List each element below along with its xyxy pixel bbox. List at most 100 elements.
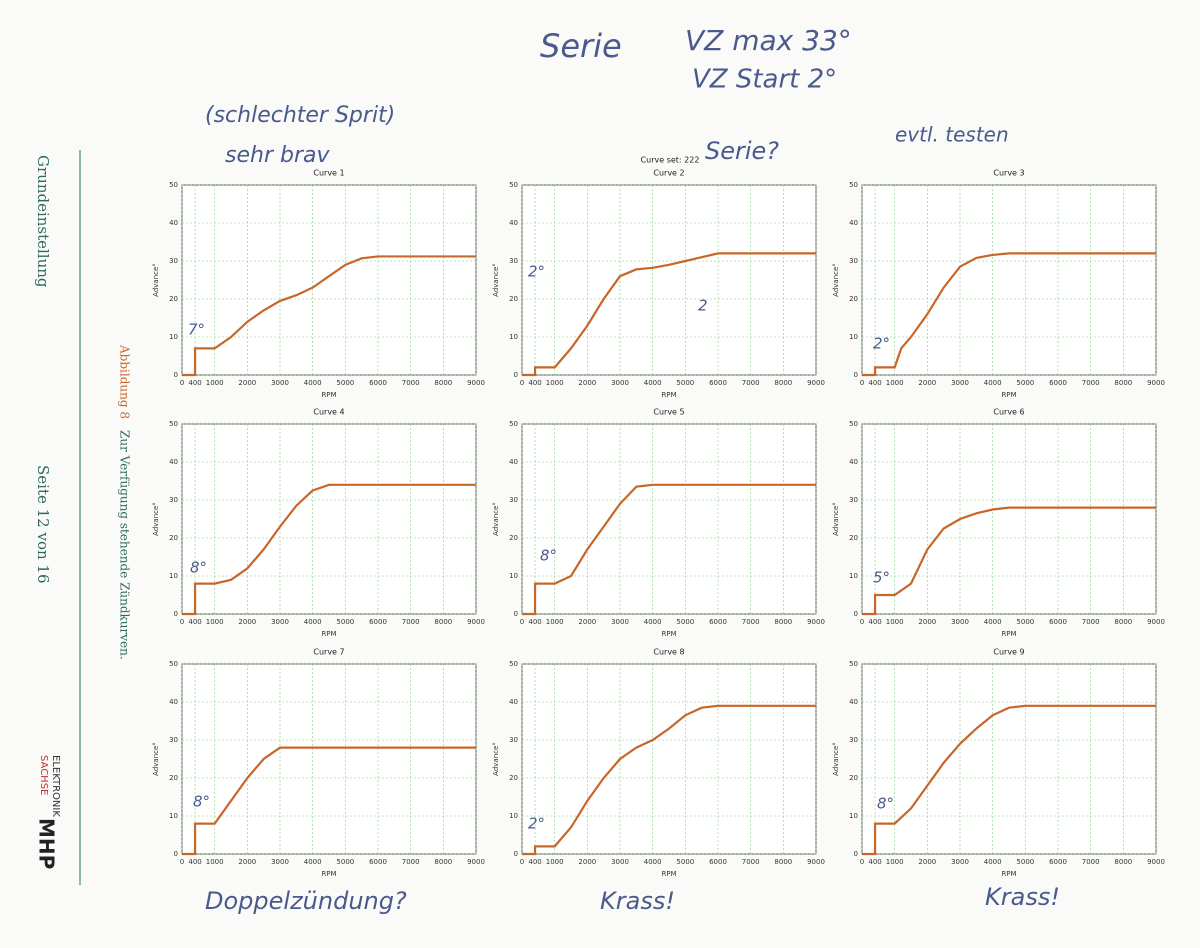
y-axis-label: Advance° xyxy=(492,742,500,776)
y-axis-label: Advance° xyxy=(492,263,500,297)
x-tick-label: 0 xyxy=(520,618,524,626)
annotation: 8° xyxy=(877,795,894,813)
y-tick-label: 40 xyxy=(509,458,518,466)
y-tick-label: 30 xyxy=(509,736,518,744)
x-tick-label: 3000 xyxy=(271,858,289,866)
x-tick-label: 9000 xyxy=(467,858,485,866)
y-tick-label: 10 xyxy=(169,572,178,580)
x-tick-label: 4000 xyxy=(984,618,1002,626)
x-tick-label: 5000 xyxy=(1016,379,1034,387)
y-tick-label: 20 xyxy=(849,774,858,782)
x-tick-label: 5000 xyxy=(336,618,354,626)
x-axis-label: RPM xyxy=(1001,391,1016,399)
y-tick-label: 40 xyxy=(849,458,858,466)
curve xyxy=(182,255,476,377)
x-tick-label: 8000 xyxy=(774,618,792,626)
plot-area xyxy=(861,663,1157,855)
x-tick-label: 9000 xyxy=(1147,379,1165,387)
x-tick-label: 400 xyxy=(528,379,541,387)
handwritten-note: Krass! xyxy=(600,887,675,915)
x-tick-label: 1000 xyxy=(546,618,564,626)
y-tick-label: 30 xyxy=(509,496,518,504)
y-tick-label: 40 xyxy=(849,698,858,706)
x-tick-label: 7000 xyxy=(1082,379,1100,387)
y-tick-label: 40 xyxy=(509,698,518,706)
x-tick-label: 2000 xyxy=(578,618,596,626)
x-tick-label: 6000 xyxy=(369,618,387,626)
y-tick-label: 10 xyxy=(849,812,858,820)
y-tick-label: 40 xyxy=(849,219,858,227)
curve xyxy=(862,704,1156,856)
x-axis-label: RPM xyxy=(661,870,676,878)
x-tick-label: 4000 xyxy=(304,618,322,626)
x-tick-label: 1000 xyxy=(546,379,564,387)
x-tick-label: 6000 xyxy=(709,858,727,866)
x-axis-label: RPM xyxy=(661,630,676,638)
x-tick-label: 7000 xyxy=(1082,618,1100,626)
x-tick-label: 4000 xyxy=(644,858,662,866)
y-tick-label: 10 xyxy=(509,572,518,580)
x-tick-label: 5000 xyxy=(336,379,354,387)
y-tick-label: 0 xyxy=(514,371,518,379)
handwritten-note: Serie? xyxy=(705,137,779,165)
handwritten-note: Serie xyxy=(540,27,622,65)
x-tick-label: 5000 xyxy=(336,858,354,866)
x-tick-label: 4000 xyxy=(644,618,662,626)
y-tick-label: 30 xyxy=(849,257,858,265)
logo-mark: MHP xyxy=(35,818,59,869)
section-title: Grundeinstellung xyxy=(34,155,52,288)
y-tick-label: 0 xyxy=(514,610,518,618)
x-tick-label: 0 xyxy=(180,379,184,387)
x-tick-label: 2000 xyxy=(578,858,596,866)
chart-title: Curve 2 xyxy=(653,169,684,178)
annotation: 5° xyxy=(873,569,890,587)
y-tick-label: 0 xyxy=(854,850,858,858)
x-tick-label: 8000 xyxy=(434,858,452,866)
x-tick-label: 9000 xyxy=(807,858,825,866)
x-tick-label: 8000 xyxy=(1114,858,1132,866)
x-tick-label: 1000 xyxy=(206,379,224,387)
x-tick-label: 400 xyxy=(868,379,881,387)
curve xyxy=(182,483,476,616)
x-tick-label: 7000 xyxy=(402,379,420,387)
y-tick-label: 40 xyxy=(169,698,178,706)
curve xyxy=(522,704,816,856)
plot-area xyxy=(181,184,477,376)
x-tick-label: 1000 xyxy=(206,618,224,626)
x-tick-label: 3000 xyxy=(611,618,629,626)
y-tick-label: 50 xyxy=(849,420,858,428)
y-tick-label: 20 xyxy=(169,295,178,303)
x-tick-label: 1000 xyxy=(546,858,564,866)
y-tick-label: 50 xyxy=(849,181,858,189)
x-tick-label: 8000 xyxy=(774,379,792,387)
logo-top: ELEKTRONIK xyxy=(50,755,61,817)
x-tick-label: 7000 xyxy=(742,618,760,626)
x-tick-label: 9000 xyxy=(467,618,485,626)
logo-bottom: SACHSE xyxy=(38,755,49,795)
x-tick-label: 7000 xyxy=(402,618,420,626)
x-tick-label: 3000 xyxy=(611,858,629,866)
x-tick-label: 6000 xyxy=(369,379,387,387)
x-tick-label: 8000 xyxy=(434,379,452,387)
x-tick-label: 8000 xyxy=(434,618,452,626)
annotation: 8° xyxy=(540,547,557,565)
x-tick-label: 5000 xyxy=(676,858,694,866)
y-tick-label: 30 xyxy=(849,736,858,744)
y-tick-label: 50 xyxy=(509,660,518,668)
x-tick-label: 5000 xyxy=(1016,858,1034,866)
x-axis-label: RPM xyxy=(661,391,676,399)
chart-title: Curve 5 xyxy=(653,408,684,417)
page-number: Seite 12 von 16 xyxy=(34,465,52,584)
x-tick-label: 9000 xyxy=(467,379,485,387)
y-tick-label: 0 xyxy=(174,850,178,858)
curve xyxy=(522,483,816,616)
curve xyxy=(182,746,476,856)
curve xyxy=(862,252,1156,377)
x-tick-label: 9000 xyxy=(807,379,825,387)
y-tick-label: 50 xyxy=(509,181,518,189)
x-tick-label: 400 xyxy=(868,858,881,866)
annotation: 8° xyxy=(190,559,207,577)
handwritten-note: VZ max 33° xyxy=(685,24,852,57)
x-tick-label: 8000 xyxy=(1114,618,1132,626)
